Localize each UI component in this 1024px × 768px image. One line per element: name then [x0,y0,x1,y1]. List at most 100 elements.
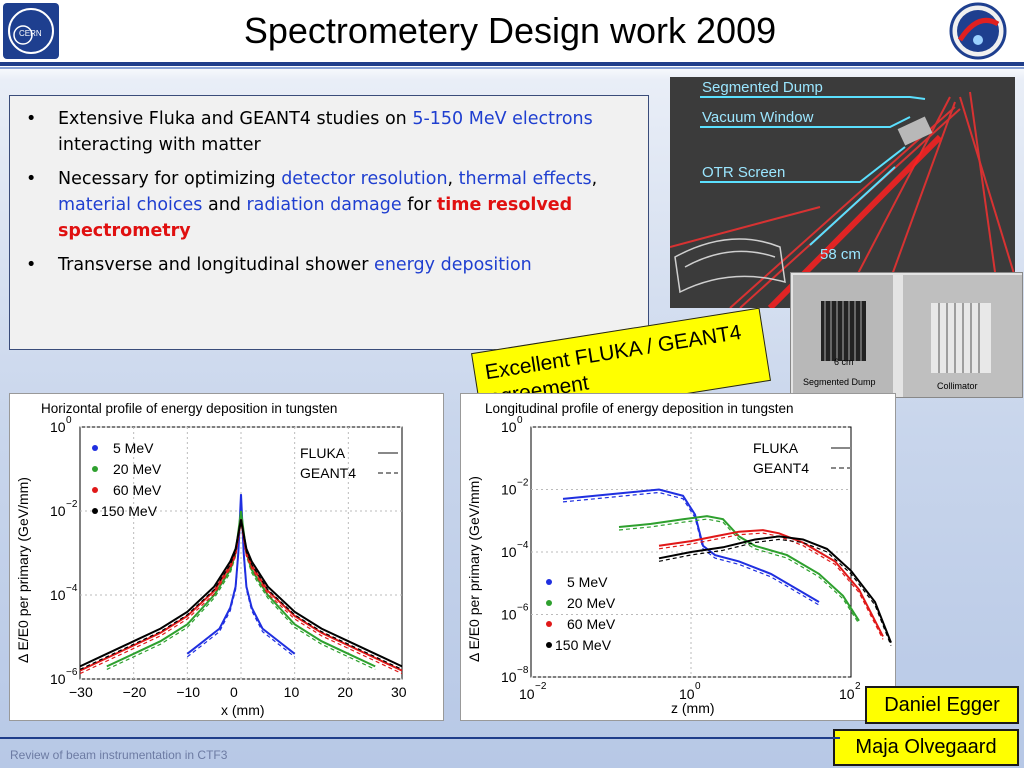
y-tick-label: 10 [50,671,66,687]
legend-code-label: GEANT4 [753,460,809,476]
y-tick-label: 10 [501,419,517,435]
y-tick-label: 10 [50,503,66,519]
x-tick-exponent: 2 [855,681,861,692]
series-line-geant4 [106,513,376,670]
legend-label: 20 MeV [567,595,616,611]
series-line-geant4 [79,522,403,670]
x-tick-exponent: 0 [695,681,701,692]
segmented-dump-label: Segmented Dump [702,79,823,96]
x-tick-label: 20 [337,684,353,700]
legend-label: 5 MeV [567,574,608,590]
series-line [186,494,296,655]
series-line-geant4 [618,518,860,625]
longitudinal-profile-plot: Longitudinal profile of energy depositio… [460,393,896,721]
y-tick-exponent: −6 [517,603,529,614]
y-tick-exponent: 0 [517,415,523,426]
bullet-item: Transverse and longitudinal shower energ… [24,252,638,278]
bullet-box: Extensive Fluka and GEANT4 studies on 5-… [9,95,649,350]
x-tick-label: −20 [123,684,147,700]
legend-code-label: FLUKA [753,440,799,456]
svg-text:CERN: CERN [19,29,42,38]
legend-code-label: FLUKA [300,445,346,461]
legend-marker [92,466,98,472]
series-line-geant4 [658,538,892,646]
y-tick-label: 10 [501,544,517,560]
x-tick-label: 10 [679,686,695,702]
x-tick-label: −30 [69,684,93,700]
x-tick-label: 10 [839,686,855,702]
x-tick-label: −10 [176,684,200,700]
vacuum-window-label: Vacuum Window [702,109,814,126]
series-line [618,515,860,622]
x-tick-exponent: −2 [535,681,547,692]
distance-label: 58 cm [820,246,861,263]
bullet-text: energy deposition [374,255,532,275]
legend-marker [92,508,98,514]
bullet-text: , [591,169,598,189]
cern-logo: CERN [3,3,59,59]
y-tick-exponent: −4 [517,540,529,551]
legend-marker [546,579,552,585]
author-tag: Maja Olvegaard [833,729,1019,766]
y-tick-label: 10 [501,482,517,498]
bullet-text: , [447,169,459,189]
x-tick-label: 10 [519,686,535,702]
bullet-text: detector resolution [281,169,448,189]
series-line [79,519,403,668]
series-line [658,529,884,637]
y-tick-exponent: −6 [66,667,78,678]
y-tick-label: 10 [501,607,517,623]
y-tick-label: 10 [501,669,517,685]
bullet-item: Extensive Fluka and GEANT4 studies on 5-… [24,106,638,158]
horizontal-profile-plot: Horizontal profile of energy deposition … [9,393,444,721]
header-rule-thin [0,67,1024,69]
bullet-text: material choices [58,195,203,215]
series-line [106,510,376,668]
legend-marker [546,621,552,627]
header [0,0,1024,62]
y-tick-exponent: −8 [517,665,529,676]
legend-label: 5 MeV [113,440,154,456]
legend-label: 150 MeV [555,637,612,653]
bullet-text: radiation damage [246,195,402,215]
footer-rule [0,737,840,739]
series-line-geant4 [562,491,820,606]
longitudinal-profile-chart: Longitudinal profile of energy depositio… [466,401,892,716]
series-line [658,535,892,643]
bullet-text: Transverse and longitudinal shower [58,255,375,275]
y-tick-exponent: −2 [517,478,529,489]
footer-text: Review of beam instrumentation in CTF3 [10,748,228,762]
segmented-dump-caption: Segmented Dump [803,377,876,387]
collimator-caption: Collimator [937,381,978,391]
series-line-geant4 [186,497,296,658]
x-tick-label: 10 [284,684,300,700]
bullet-text: Necessary for optimizing [58,169,282,189]
author-tag: Daniel Egger [865,686,1019,724]
y-tick-label: 10 [50,419,66,435]
dump-collimator-photo: 6 cm Segmented Dump Collimator [790,272,1023,398]
y-axis-label: Δ E/E0 per primary (GeV/mm) [15,477,31,663]
x-tick-label: 30 [391,684,407,700]
header-rule [0,62,1024,66]
legend-label: 20 MeV [113,461,162,477]
legend-label: 60 MeV [113,482,162,498]
bullet-text: Extensive Fluka and GEANT4 studies on [58,109,413,129]
x-tick-label: 0 [230,684,238,700]
y-tick-exponent: −4 [66,583,78,594]
horizontal-profile-chart: Horizontal profile of energy deposition … [15,401,407,718]
bullet-text: interacting with matter [58,135,261,155]
bullet-text: thermal effects [458,169,592,189]
legend-marker [546,600,552,606]
series-line-geant4 [79,522,403,675]
bullet-item: Necessary for optimizing detector resolu… [24,166,638,244]
legend-marker [546,642,552,648]
y-tick-exponent: 0 [66,415,72,426]
chart-title: Longitudinal profile of energy depositio… [485,401,793,416]
x-axis-label: z (mm) [671,700,715,716]
x-axis-label: x (mm) [221,702,265,718]
slide-title: Spectrometery Design work 2009 [243,10,777,51]
bullet-text: 5-150 MeV electrons [412,109,593,129]
legend-marker [92,445,98,451]
bullet-list: Extensive Fluka and GEANT4 studies on 5-… [24,106,638,278]
series-line-geant4 [658,532,884,640]
